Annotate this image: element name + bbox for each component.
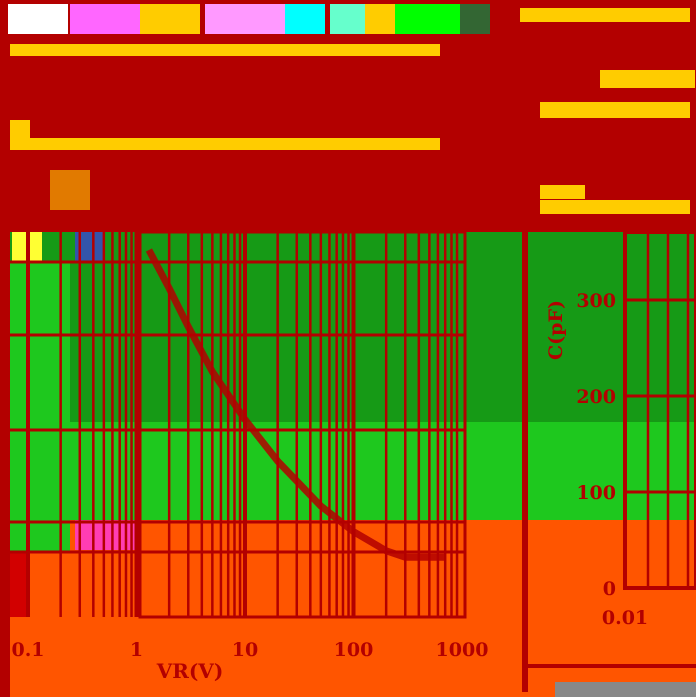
x-tick-label: 1 [130,639,143,661]
x-tick-label: 0.1 [11,639,44,661]
right-plot-grid [625,232,696,590]
y-tick-label: 300 [576,290,616,312]
x-axis-label: VR(V) [156,659,224,683]
right-plot: 0 100 200 300 0.01 C(pF) [545,230,696,629]
left-plot: 0.1 1 10 100 1000 VR(V) [10,230,488,683]
panel-divider-bottom [528,664,696,668]
panel-divider [522,232,528,692]
right-y-tick-labels: 0 100 200 300 [576,290,616,600]
y-axis-label: C(pF) [545,300,567,360]
x-tick-label: 1000 [436,639,489,661]
y-tick-label: 0 [603,578,616,600]
x-tick-label: 10 [232,639,258,661]
y-tick-label: 100 [576,482,616,504]
x-tick-label: 100 [334,639,374,661]
left-x-tick-labels: 0.1 1 10 100 1000 [11,639,488,661]
left-plot-frame [138,230,467,619]
right-x-tick-labels: 0.01 [602,607,648,629]
y-tick-label: 200 [576,386,616,408]
x-tick-label: 0.01 [602,607,648,629]
series-line [145,248,446,561]
right-plot-frame [623,230,696,590]
band-red-left [10,552,28,617]
